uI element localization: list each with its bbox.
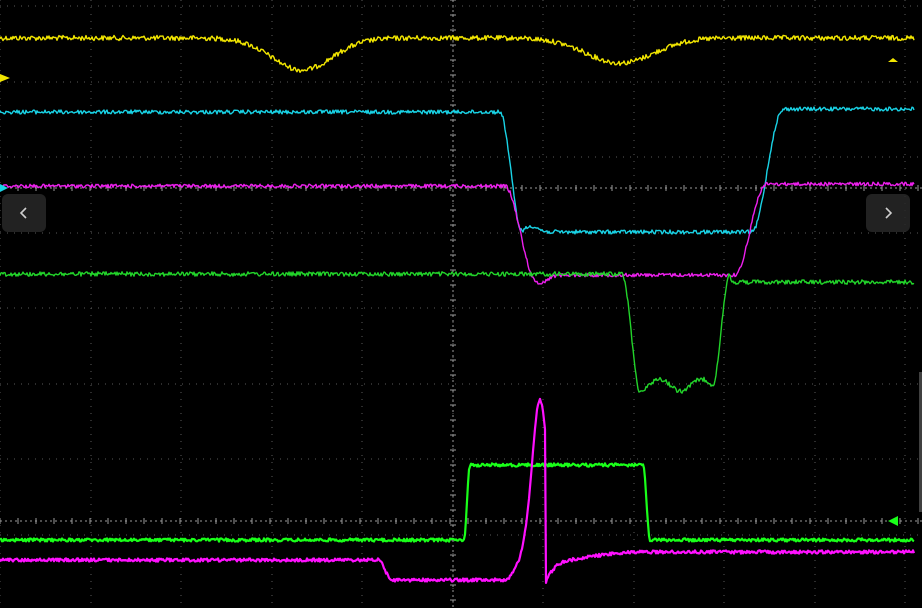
level-markers xyxy=(0,58,898,526)
trace-magenta-lower xyxy=(0,397,916,584)
chevron-left-icon xyxy=(19,207,27,219)
yellow-ground-marker-left xyxy=(0,74,10,82)
waveform-traces xyxy=(0,34,916,584)
previous-button[interactable] xyxy=(2,194,46,232)
cyan-ground-marker-left xyxy=(0,184,8,192)
next-button[interactable] xyxy=(866,194,910,232)
trace-yellow xyxy=(0,34,915,73)
trace-green-upper xyxy=(0,271,915,394)
chevron-right-icon xyxy=(885,207,893,219)
trace-green-lower xyxy=(0,462,915,543)
trace-cyan xyxy=(0,106,915,235)
trace-magenta-upper xyxy=(0,181,915,285)
green-trigger-marker-right xyxy=(888,516,898,526)
right-edge-indicator xyxy=(919,372,922,512)
yellow-trigger-marker-right xyxy=(888,58,898,62)
